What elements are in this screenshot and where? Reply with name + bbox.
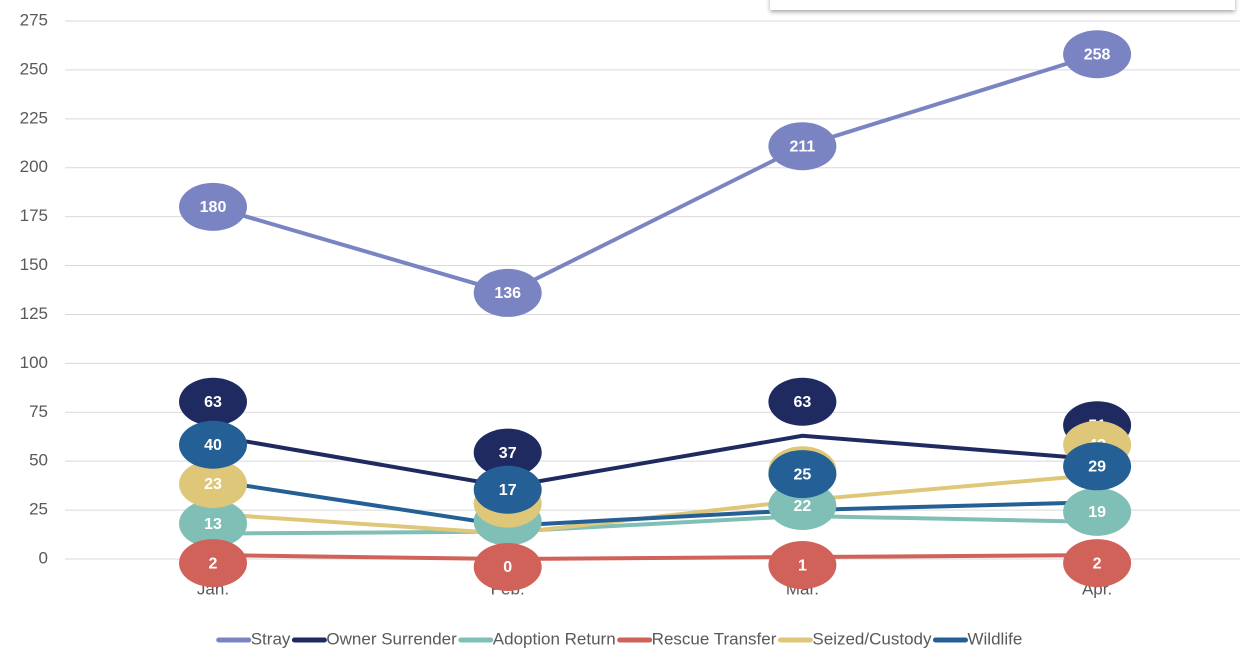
y-tick-label: 75	[29, 402, 48, 421]
data-bubble	[1063, 487, 1132, 536]
data-label: 19	[1088, 504, 1106, 521]
data-label: 40	[204, 437, 222, 454]
y-tick-label: 275	[20, 10, 48, 29]
data-bubble	[473, 268, 542, 317]
y-tick-label: 200	[20, 157, 48, 176]
data-bubble	[179, 182, 247, 231]
legend-label: Stray	[251, 629, 291, 648]
series-line	[212, 433, 1098, 489]
data-label: 13	[204, 516, 222, 533]
data-bubble	[179, 460, 247, 509]
data-label: 63	[204, 394, 222, 411]
data-label: 29	[1088, 458, 1106, 475]
data-bubble	[179, 377, 247, 426]
data-bubble	[1063, 442, 1132, 491]
y-tick-label: 25	[29, 500, 48, 519]
data-bubble	[1063, 539, 1132, 588]
y-tick-label: 250	[20, 59, 48, 78]
data-label: 37	[499, 445, 517, 462]
data-bubble	[768, 450, 837, 499]
data-bubble	[179, 420, 247, 469]
y-tick-label: 50	[29, 451, 48, 470]
data-label: 180	[200, 199, 227, 216]
series-line	[212, 513, 1098, 536]
data-label: 25	[794, 466, 812, 483]
y-tick-label: 100	[20, 353, 48, 372]
legend-label: Wildlife	[967, 629, 1022, 648]
data-label: 0	[503, 559, 512, 576]
panel-edge	[770, 0, 1235, 10]
legend-label: Owner Surrender	[326, 629, 457, 648]
data-bubble	[179, 499, 247, 548]
legend-label: Seized/Custody	[812, 629, 932, 648]
data-label: 211	[789, 138, 815, 155]
data-bubble	[768, 377, 837, 426]
data-label: 2	[209, 555, 218, 572]
series-line	[212, 52, 1098, 296]
series-line	[212, 478, 1098, 528]
series-line	[212, 553, 1098, 562]
data-label: 17	[499, 482, 517, 499]
data-bubble	[1063, 30, 1132, 79]
data-label: 63	[794, 394, 812, 411]
data-label: 136	[494, 285, 521, 302]
data-bubble	[473, 428, 542, 477]
data-bubble	[768, 541, 837, 590]
y-tick-label: 125	[20, 304, 48, 323]
data-label: 23	[204, 476, 222, 493]
y-tick-label: 0	[39, 548, 48, 567]
y-tick-label: 225	[20, 108, 48, 127]
y-tick-label: 150	[20, 255, 48, 274]
data-label: 1	[798, 557, 807, 574]
data-label: 22	[794, 498, 812, 515]
legend-label: Rescue Transfer	[652, 629, 777, 648]
data-label: 258	[1084, 46, 1111, 63]
data-bubble	[473, 465, 542, 514]
y-tick-label: 175	[20, 206, 48, 225]
data-bubble	[179, 539, 247, 588]
legend: Stray Owner Surrender Adoption Return Rescu…	[216, 629, 1022, 648]
legend-label: Adoption Return	[493, 629, 616, 648]
data-bubble	[473, 543, 542, 591]
data-bubble	[768, 122, 837, 171]
data-label: 2	[1093, 555, 1102, 572]
